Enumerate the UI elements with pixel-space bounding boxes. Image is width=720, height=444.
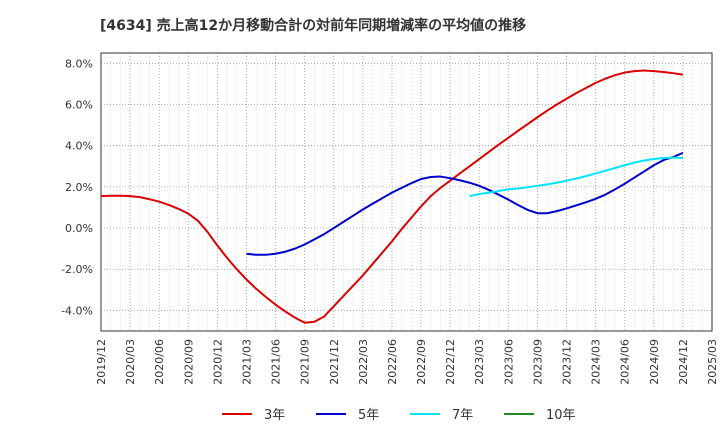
legend-label: 7年 bbox=[452, 408, 473, 423]
legend-label: 10年 bbox=[546, 408, 576, 423]
x-tick-label: 2019/12 bbox=[95, 339, 108, 385]
x-tick-label: 2024/03 bbox=[590, 339, 603, 385]
x-tick-label: 2020/12 bbox=[211, 339, 224, 385]
x-tick-label: 2021/03 bbox=[240, 339, 253, 385]
y-tick-label: 0.0% bbox=[65, 222, 93, 235]
chart-title: [4634] 売上高12か月移動合計の対前年同期増減率の平均値の推移 bbox=[100, 17, 526, 34]
x-tick-label: 2023/09 bbox=[531, 339, 544, 385]
legend-label: 5年 bbox=[358, 408, 379, 423]
y-tick-label: -2.0% bbox=[61, 263, 93, 276]
x-tick-label: 2025/03 bbox=[706, 339, 719, 385]
x-tick-label: 2021/06 bbox=[270, 339, 283, 385]
y-axis: -4.0% -2.0% 0.0% 2.0% 4.0% 6.0% 8.0% bbox=[61, 57, 93, 317]
x-tick-label: 2024/12 bbox=[677, 339, 690, 385]
x-tick-label: 2020/09 bbox=[182, 339, 195, 385]
series-line-3年 bbox=[100, 69, 684, 324]
legend-label: 3年 bbox=[264, 408, 285, 423]
x-tick-label: 2022/09 bbox=[415, 339, 428, 385]
x-tick-label: 2020/06 bbox=[153, 339, 166, 385]
grid bbox=[100, 53, 713, 331]
legend: 3年 5年 7年 10年 bbox=[222, 408, 576, 423]
x-tick-label: 2024/06 bbox=[619, 339, 632, 385]
series-lines bbox=[100, 69, 684, 324]
plot-area bbox=[100, 52, 713, 332]
y-tick-label: 4.0% bbox=[65, 140, 93, 153]
series-line-5年 bbox=[246, 151, 684, 256]
x-tick-label: 2022/06 bbox=[386, 339, 399, 385]
x-tick-label: 2021/12 bbox=[328, 339, 341, 385]
x-tick-label: 2023/06 bbox=[502, 339, 515, 385]
x-tick-label: 2023/03 bbox=[473, 339, 486, 385]
y-tick-label: 6.0% bbox=[65, 98, 93, 111]
series-line-7年 bbox=[469, 156, 683, 198]
x-axis: 2019/12 2020/03 2020/06 2020/09 2020/12 2021/… bbox=[95, 339, 719, 385]
y-tick-label: 2.0% bbox=[65, 181, 93, 194]
x-tick-label: 2024/09 bbox=[648, 339, 661, 385]
y-tick-label: -4.0% bbox=[61, 304, 93, 317]
x-tick-label: 2022/03 bbox=[357, 339, 370, 385]
x-tick-label: 2023/12 bbox=[561, 339, 574, 385]
y-tick-label: 8.0% bbox=[65, 57, 93, 70]
x-tick-label: 2021/09 bbox=[299, 339, 312, 385]
x-tick-label: 2022/12 bbox=[444, 339, 457, 385]
x-tick-label: 2020/03 bbox=[124, 339, 137, 385]
